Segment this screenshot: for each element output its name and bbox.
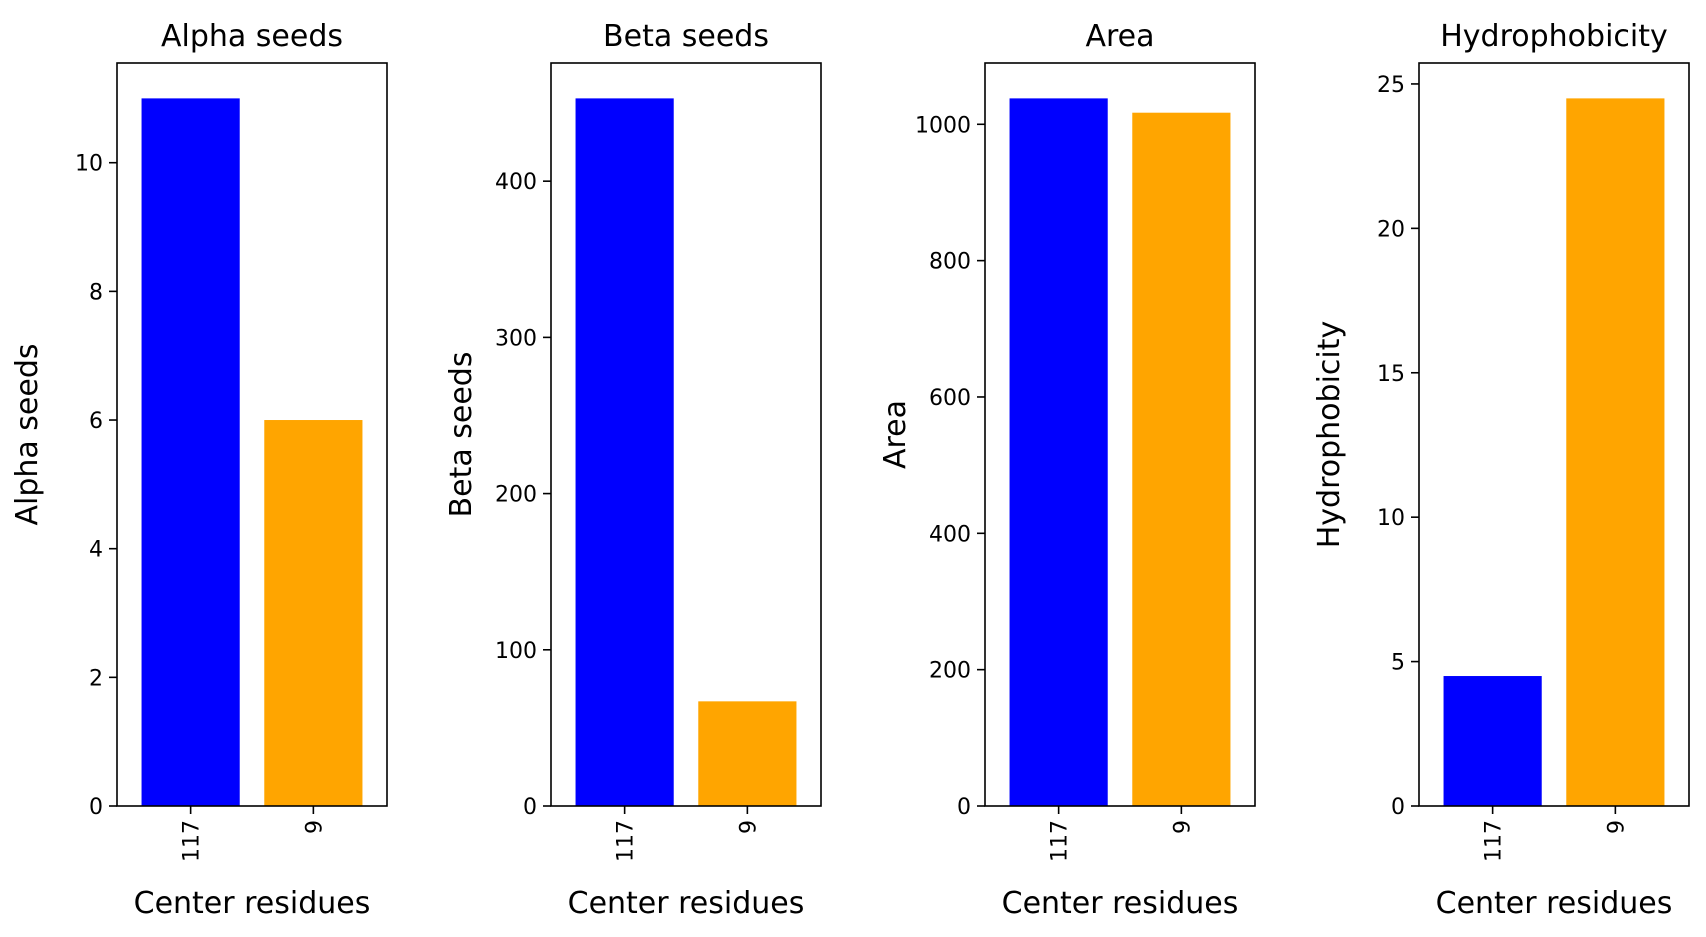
y-tick-label: 0	[957, 795, 971, 820]
chart-panel: Alpha seeds 0 2 4 6 8 10 117 9 Center residues Alp…	[10, 19, 388, 921]
y-tick-label: 1000	[915, 113, 971, 138]
chart-panel: Hydrophobicity 0 5 10 15 20 25 117 9 Center resid…	[1312, 19, 1690, 921]
bar	[264, 420, 363, 806]
y-tick-label: 10	[75, 152, 103, 177]
plot-frame	[1418, 62, 1690, 807]
bar	[1443, 676, 1542, 806]
x-tick-label: 9	[302, 820, 327, 834]
y-tick-label: 300	[495, 326, 537, 351]
chart-title: Hydrophobicity	[1440, 19, 1668, 54]
plot-frame	[984, 62, 1256, 807]
y-tick-label: 5	[1391, 651, 1405, 676]
y-axis-label: Beta seeds	[444, 352, 479, 518]
y-tick-label: 25	[1377, 73, 1405, 98]
x-tick-label: 9	[1604, 820, 1629, 834]
bar	[1009, 98, 1108, 806]
chart-title: Alpha seeds	[161, 19, 343, 54]
y-tick-label: 200	[929, 659, 971, 684]
y-axis-label: Hydrophobicity	[1312, 321, 1347, 549]
y-tick-label: 8	[89, 280, 103, 305]
y-tick-label: 400	[929, 522, 971, 547]
y-tick-label: 200	[495, 483, 537, 508]
bar	[575, 98, 674, 806]
y-tick-label: 0	[1391, 795, 1405, 820]
plot-frame	[550, 62, 822, 807]
x-tick-label: 117	[1048, 820, 1073, 862]
chart-panel: Beta seeds 0 100 200 300 400 117 9 Center residu…	[444, 19, 822, 921]
x-axis-label: Center residues	[568, 886, 805, 921]
x-axis-label: Center residues	[1436, 886, 1673, 921]
y-tick-label: 600	[929, 386, 971, 411]
y-axis-label: Alpha seeds	[10, 343, 45, 525]
y-tick-label: 800	[929, 250, 971, 275]
y-tick-label: 0	[523, 795, 537, 820]
bar	[141, 98, 240, 806]
plot-frame	[116, 62, 388, 807]
bar	[1566, 98, 1665, 806]
y-tick-label: 4	[89, 538, 103, 563]
y-tick-label: 100	[495, 639, 537, 664]
x-tick-label: 117	[614, 820, 639, 862]
bar	[698, 701, 797, 806]
bar	[1132, 112, 1231, 806]
x-tick-label: 117	[1482, 820, 1507, 862]
x-tick-label: 9	[736, 820, 761, 834]
y-tick-label: 20	[1377, 217, 1405, 242]
x-axis-label: Center residues	[1002, 886, 1239, 921]
x-tick-label: 9	[1170, 820, 1195, 834]
y-tick-label: 2	[89, 666, 103, 691]
chart-panel: Area 0 200 400 600 800 1000 117 9 Center residues…	[878, 19, 1256, 921]
y-tick-label: 15	[1377, 362, 1405, 387]
x-axis-label: Center residues	[134, 886, 371, 921]
y-tick-label: 0	[89, 795, 103, 820]
y-tick-label: 6	[89, 409, 103, 434]
chart-title: Area	[1085, 19, 1154, 54]
y-tick-label: 10	[1377, 506, 1405, 531]
y-tick-label: 400	[495, 170, 537, 195]
y-axis-label: Area	[878, 400, 913, 469]
chart-title: Beta seeds	[603, 19, 769, 54]
x-tick-label: 117	[180, 820, 205, 862]
